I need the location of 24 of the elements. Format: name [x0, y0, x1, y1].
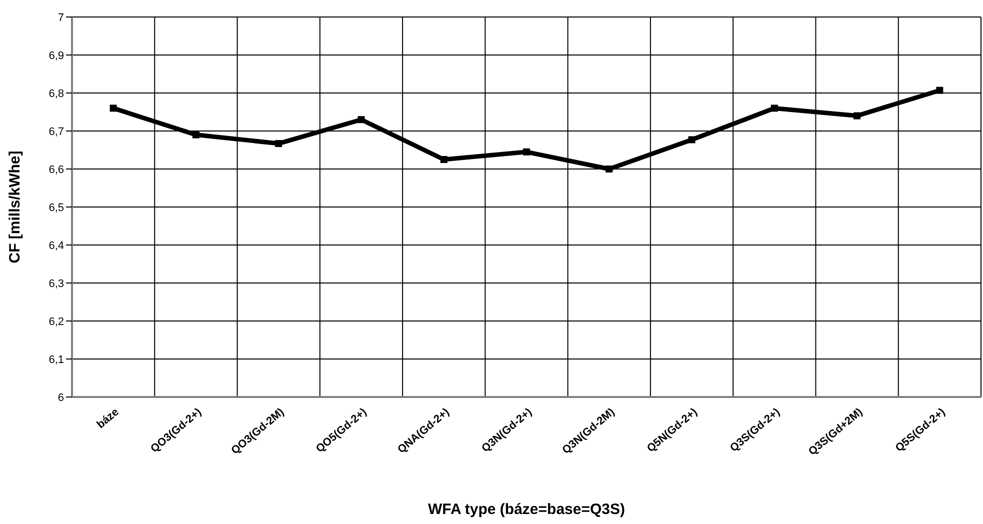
x-axis-title: WFA type (báze=base=Q3S): [428, 501, 626, 518]
point: [358, 116, 365, 124]
point: [606, 166, 613, 172]
y-tick-label: 6: [58, 392, 64, 404]
y-tick-label: 6,2: [48, 316, 64, 328]
point: [936, 86, 944, 94]
point: [440, 156, 448, 163]
point: [192, 131, 200, 138]
y-axis-title: CF [mills/kWhe]: [6, 150, 24, 264]
point: [688, 136, 696, 144]
y-tick-label: 6,3: [48, 278, 64, 290]
y-tick-label: 6,5: [48, 202, 64, 214]
point: [770, 104, 778, 112]
point: [854, 112, 861, 120]
y-tick-label: 6,7: [48, 126, 64, 138]
y-tick-label: 7: [58, 12, 64, 24]
y-tick-label: 6,1: [48, 354, 64, 366]
point: [523, 148, 530, 156]
y-tick-label: 6,6: [48, 164, 64, 176]
point: [110, 104, 117, 112]
y-tick-label: 6,8: [48, 88, 64, 100]
y-tick-label: 6,4: [48, 240, 64, 252]
y-tick-label: 6,9: [48, 50, 64, 62]
point: [275, 140, 282, 148]
